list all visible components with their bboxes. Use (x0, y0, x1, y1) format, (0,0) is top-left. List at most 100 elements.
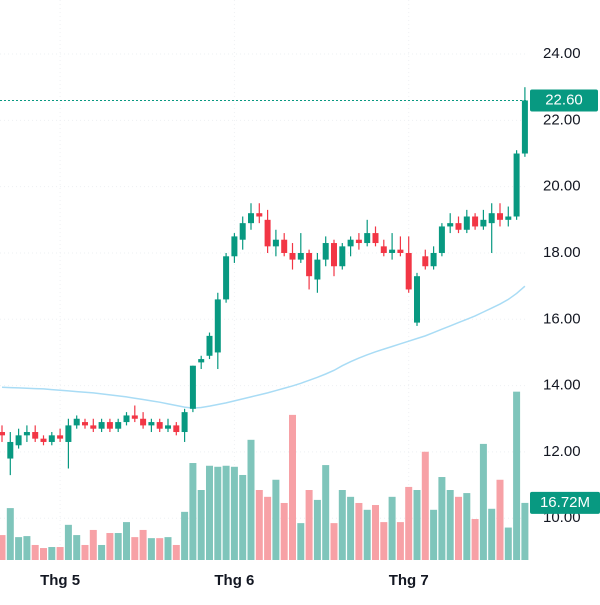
volume-bar (73, 535, 81, 560)
y-tick-label: 18.00 (543, 244, 581, 261)
volume-bar (504, 527, 512, 560)
candle-body (148, 422, 155, 426)
volume-bar (222, 465, 230, 560)
volume-bar (455, 496, 462, 560)
candle-body (397, 249, 404, 253)
volume-bar (413, 490, 421, 560)
volume-bar (313, 499, 321, 560)
candle-body (372, 233, 379, 244)
candle-body (156, 422, 163, 429)
volume-bar (89, 529, 97, 560)
volume-bar (230, 466, 238, 560)
volume-bar (156, 538, 164, 560)
volume-bar (239, 474, 247, 560)
volume-bar (405, 486, 413, 560)
y-tick-label: 24.00 (543, 45, 581, 62)
volume-bar (114, 533, 122, 560)
volume-bar (264, 496, 272, 560)
candle-body (488, 213, 495, 224)
candle-body (272, 239, 279, 247)
volume-bar (521, 502, 529, 560)
candle-body (513, 153, 520, 217)
candle-body (463, 216, 470, 230)
candle-body (389, 249, 396, 253)
volume-bar (181, 511, 189, 560)
candle-body (123, 415, 130, 423)
candle-body (214, 299, 221, 353)
candle-body (106, 422, 113, 429)
candle-body (181, 412, 188, 433)
candle-body (289, 252, 296, 260)
volume-bar (421, 451, 429, 560)
volume-bar (430, 509, 438, 560)
volume-bar (305, 490, 313, 560)
volume-bar (123, 522, 130, 560)
x-tick-label: Thg 6 (214, 572, 254, 589)
candle-body (281, 239, 288, 253)
volume-bar (488, 508, 496, 560)
volume-bar (56, 547, 64, 560)
volume-bar (139, 529, 147, 560)
volume-bar (40, 548, 47, 560)
volume-bar (496, 479, 504, 560)
volume-bar (388, 496, 396, 560)
moving-average-line (1, 285, 526, 409)
candle-body (314, 259, 321, 280)
candle-body (90, 425, 97, 429)
volume-bar (15, 537, 23, 560)
volume-bar (372, 505, 379, 560)
volume-bar (463, 493, 471, 560)
volume-bar (471, 519, 479, 560)
candle-body (73, 418, 80, 426)
candle-body (355, 239, 362, 244)
volume-bar (214, 466, 222, 560)
volume-label-box (530, 491, 600, 514)
volume-bar (64, 524, 72, 560)
volume-label: 16.72M (540, 494, 590, 511)
candle-body (405, 252, 412, 290)
volume-bar (479, 443, 487, 560)
candle-body (0, 432, 5, 436)
candle-body (447, 223, 454, 227)
volume-bar (297, 523, 305, 560)
volume-bar (81, 544, 89, 560)
x-tick-label: Thg 7 (389, 572, 429, 589)
volume-bar (48, 547, 56, 560)
volume-bar (363, 509, 371, 560)
y-tick-label: 22.00 (543, 111, 581, 128)
y-tick-label: 14.00 (543, 377, 581, 394)
candle-body (32, 432, 39, 439)
candle-body (40, 438, 47, 442)
candle-body (140, 418, 147, 426)
candle-body (306, 252, 313, 277)
y-tick-label: 12.00 (543, 443, 581, 460)
volume-bar (289, 414, 296, 560)
volume-bar (247, 439, 255, 560)
volume-bar (206, 465, 213, 560)
candle-body (57, 435, 64, 439)
candle-body (497, 213, 503, 220)
volume-bar (380, 522, 388, 560)
candle-body (322, 243, 329, 260)
y-tick-label: 16.00 (543, 310, 581, 327)
candle-body (364, 233, 371, 244)
candle-body (23, 432, 30, 436)
volume-bar (23, 536, 31, 560)
volume-bar (272, 479, 280, 560)
volume-bar (513, 391, 521, 560)
candle-body (248, 213, 254, 224)
candle-body (239, 223, 246, 240)
price-label: 22.60 (545, 91, 583, 108)
volume-bar (0, 535, 6, 560)
volume-bar (280, 502, 288, 560)
candle-body (297, 252, 304, 260)
candle-body (15, 435, 22, 446)
volume-bar (255, 490, 263, 560)
candle-body (430, 252, 437, 267)
candle-body (347, 239, 354, 247)
candle-body (414, 276, 420, 323)
candle-body (115, 422, 122, 429)
volume-bar (6, 508, 14, 560)
volume-bar (438, 477, 446, 560)
candle-body (380, 246, 387, 253)
